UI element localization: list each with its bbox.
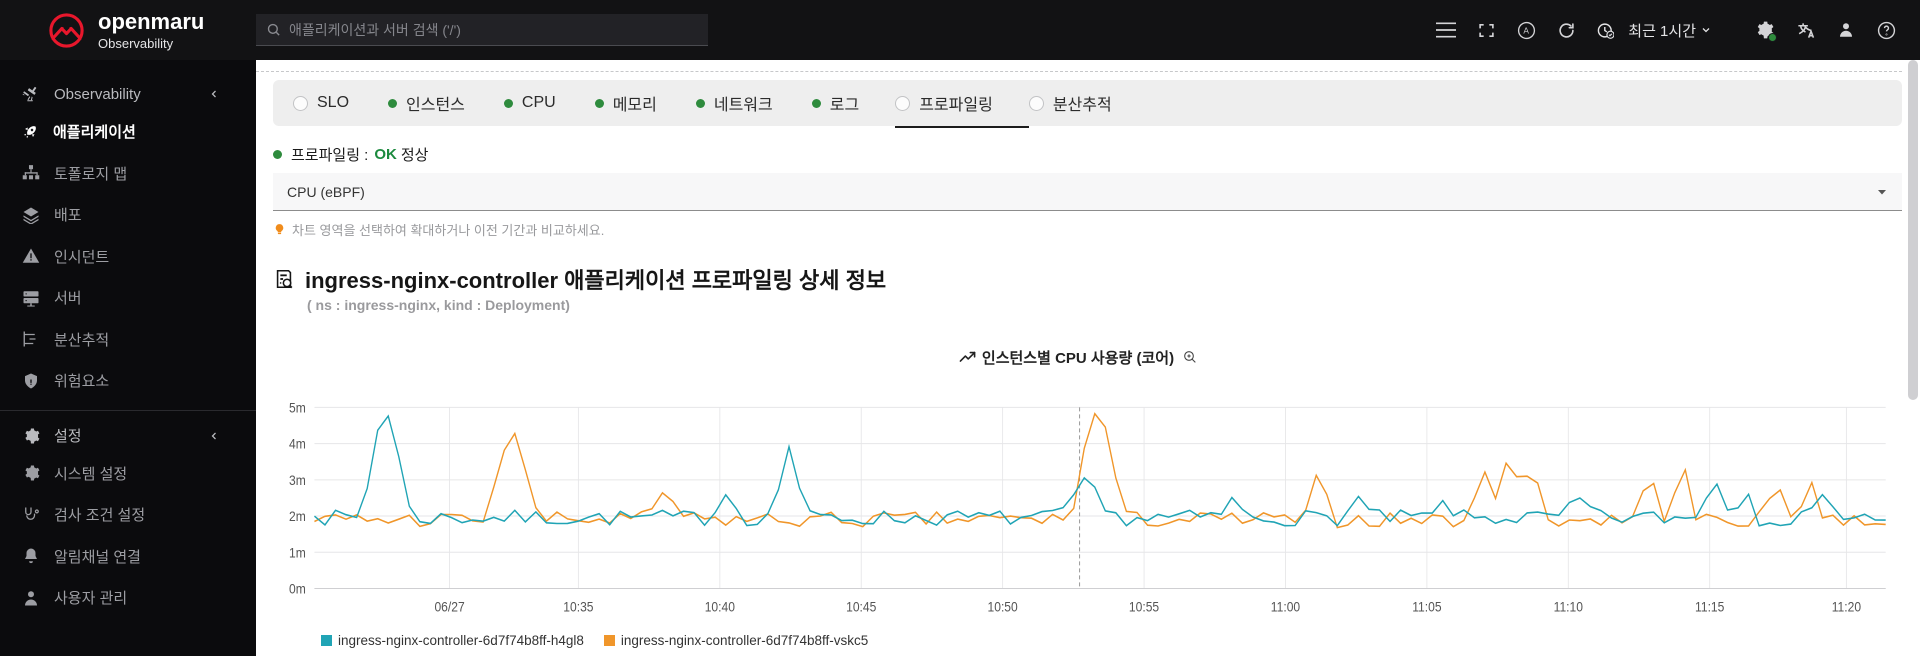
svg-text:10:45: 10:45 <box>846 599 876 615</box>
svg-text:11:20: 11:20 <box>1832 599 1861 615</box>
svg-text:2m: 2m <box>289 508 306 524</box>
svg-text:11:05: 11:05 <box>1412 599 1441 615</box>
svg-text:10:40: 10:40 <box>705 599 735 615</box>
svg-text:10:50: 10:50 <box>988 599 1018 615</box>
svg-text:06/27: 06/27 <box>434 599 464 615</box>
svg-text:4m: 4m <box>289 436 306 452</box>
svg-text:1m: 1m <box>289 544 306 560</box>
svg-text:11:00: 11:00 <box>1271 599 1300 615</box>
svg-text:11:15: 11:15 <box>1695 599 1724 615</box>
svg-text:10:35: 10:35 <box>563 599 593 615</box>
svg-text:11:10: 11:10 <box>1554 599 1583 615</box>
svg-text:A: A <box>1524 25 1530 35</box>
svg-text:10:55: 10:55 <box>1129 599 1159 615</box>
svg-text:5m: 5m <box>289 400 306 416</box>
svg-text:0m: 0m <box>289 581 306 597</box>
svg-text:3m: 3m <box>289 472 306 488</box>
